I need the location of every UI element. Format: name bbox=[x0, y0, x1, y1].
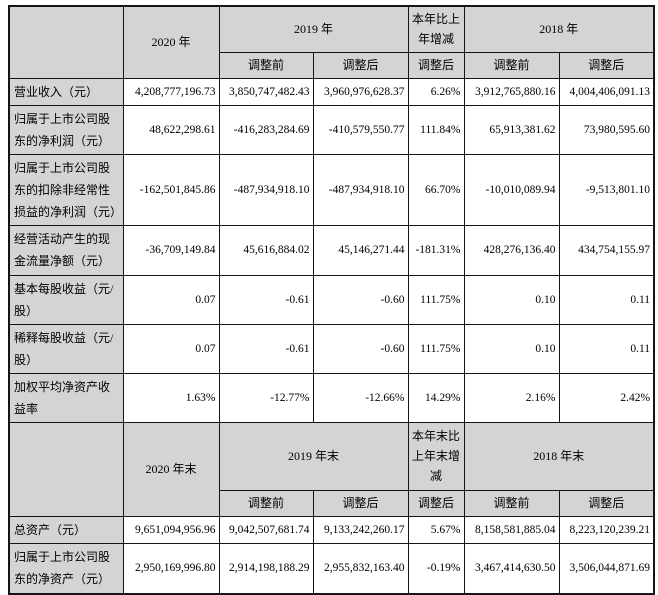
cell-2019-pre: -487,934,918.10 bbox=[218, 153, 314, 226]
cell-2018-post: 4,004,406,091.13 bbox=[558, 77, 655, 106]
cell-2020: 2,950,169,996.80 bbox=[122, 542, 220, 595]
table-row: 营业收入（元） 4,208,777,196.73 3,850,747,482.4… bbox=[8, 77, 655, 106]
cell-change: 6.26% bbox=[407, 77, 465, 106]
header-2019: 2019 年 bbox=[218, 5, 409, 53]
cell-change: 5.67% bbox=[407, 515, 465, 544]
section2-header-row: 2020 年末 2019 年末 本年末比上年末增减 2018 年末 bbox=[8, 421, 655, 517]
cell-change: 14.29% bbox=[407, 372, 465, 423]
cell-2018-pre: 65,913,381.62 bbox=[463, 104, 560, 155]
subheader-2019-post: 调整后 bbox=[312, 51, 409, 79]
row-label: 加权平均净资产收益率 bbox=[8, 372, 124, 423]
cell-2019-post: -0.60 bbox=[312, 274, 409, 325]
cell-change: 111.75% bbox=[407, 274, 465, 325]
row-label: 基本每股收益（元/股） bbox=[8, 274, 124, 325]
subheader-change-post: 调整后 bbox=[407, 51, 465, 79]
cell-change: 66.70% bbox=[407, 153, 465, 226]
header-2018: 2018 年 bbox=[463, 5, 655, 53]
row-label: 稀释每股收益（元/股） bbox=[8, 323, 124, 374]
cell-2018-pre: 8,158,581,885.04 bbox=[463, 515, 560, 544]
cell-2018-post: 0.11 bbox=[558, 323, 655, 374]
table-row: 稀释每股收益（元/股） 0.07 -0.61 -0.60 111.75% 0.1… bbox=[8, 323, 655, 374]
table-row: 基本每股收益（元/股） 0.07 -0.61 -0.60 111.75% 0.1… bbox=[8, 274, 655, 325]
header-2019-end: 2019 年末 bbox=[218, 421, 409, 491]
row-label: 总资产（元） bbox=[8, 515, 124, 544]
header-change: 本年比上年增减 bbox=[407, 5, 465, 53]
cell-2018-pre: 0.10 bbox=[463, 323, 560, 374]
header-2020-end: 2020 年末 bbox=[122, 421, 220, 517]
row-label: 归属于上市公司股东的净利润（元） bbox=[8, 104, 124, 155]
cell-2020: 0.07 bbox=[122, 323, 220, 374]
subheader-2018-post: 调整后 bbox=[558, 51, 655, 79]
cell-2020: 0.07 bbox=[122, 274, 220, 325]
header-blank bbox=[8, 421, 124, 517]
table-row: 加权平均净资产收益率 1.63% -12.77% -12.66% 14.29% … bbox=[8, 372, 655, 423]
row-label: 归属于上市公司股东的净资产（元） bbox=[8, 542, 124, 595]
cell-change: -0.19% bbox=[407, 542, 465, 595]
subheader-2018-post: 调整后 bbox=[558, 489, 655, 517]
cell-2018-post: -9,513,801.10 bbox=[558, 153, 655, 226]
cell-2018-post: 73,980,595.60 bbox=[558, 104, 655, 155]
cell-2020: 4,208,777,196.73 bbox=[122, 77, 220, 106]
cell-2019-post: -12.66% bbox=[312, 372, 409, 423]
subheader-2019-pre: 调整前 bbox=[218, 51, 314, 79]
cell-2019-pre: -416,283,284.69 bbox=[218, 104, 314, 155]
cell-2019-pre: -12.77% bbox=[218, 372, 314, 423]
cell-2019-pre: 45,616,884.02 bbox=[218, 224, 314, 276]
header-2018-end: 2018 年末 bbox=[463, 421, 655, 491]
cell-2020: 9,651,094,956.96 bbox=[122, 515, 220, 544]
header-change-end: 本年末比上年末增减 bbox=[407, 421, 465, 491]
header-blank bbox=[8, 5, 124, 79]
cell-2019-post: -410,579,550.77 bbox=[312, 104, 409, 155]
row-label: 经营活动产生的现金流量净额（元） bbox=[8, 224, 124, 276]
row-label: 归属于上市公司股东的扣除非经常性损益的净利润（元） bbox=[8, 153, 124, 226]
cell-2019-post: -0.60 bbox=[312, 323, 409, 374]
cell-2018-pre: 3,467,414,630.50 bbox=[463, 542, 560, 595]
cell-2019-pre: 3,850,747,482.43 bbox=[218, 77, 314, 106]
financial-summary-table: 2020 年 2019 年 本年比上年增减 2018 年 调整前 调整后 调整后… bbox=[8, 5, 656, 595]
subheader-change-post: 调整后 bbox=[407, 489, 465, 517]
cell-2018-pre: -10,010,089.94 bbox=[463, 153, 560, 226]
subheader-2019-post: 调整后 bbox=[312, 489, 409, 517]
cell-2018-post: 0.11 bbox=[558, 274, 655, 325]
table-row: 归属于上市公司股东的扣除非经常性损益的净利润（元） -162,501,845.8… bbox=[8, 153, 655, 226]
cell-2018-post: 2.42% bbox=[558, 372, 655, 423]
cell-2019-pre: 2,914,198,188.29 bbox=[218, 542, 314, 595]
cell-2018-post: 8,223,120,239.21 bbox=[558, 515, 655, 544]
cell-2020: 1.63% bbox=[122, 372, 220, 423]
subheader-2019-pre: 调整前 bbox=[218, 489, 314, 517]
header-2020: 2020 年 bbox=[122, 5, 220, 79]
cell-2018-pre: 3,912,765,880.16 bbox=[463, 77, 560, 106]
cell-2019-post: 2,955,832,163.40 bbox=[312, 542, 409, 595]
cell-change: 111.84% bbox=[407, 104, 465, 155]
cell-2019-post: -487,934,918.10 bbox=[312, 153, 409, 226]
table-row: 归属于上市公司股东的净利润（元） 48,622,298.61 -416,283,… bbox=[8, 104, 655, 155]
cell-2020: -162,501,845.86 bbox=[122, 153, 220, 226]
cell-2019-pre: -0.61 bbox=[218, 323, 314, 374]
cell-2020: 48,622,298.61 bbox=[122, 104, 220, 155]
cell-2018-post: 3,506,044,871.69 bbox=[558, 542, 655, 595]
table-row: 归属于上市公司股东的净资产（元） 2,950,169,996.80 2,914,… bbox=[8, 542, 655, 595]
section2-subheader-row: 调整前 调整后 调整后 调整前 调整后 bbox=[9, 489, 655, 517]
cell-change: -181.31% bbox=[407, 224, 465, 276]
cell-2019-pre: 9,042,507,681.74 bbox=[218, 515, 314, 544]
table-row: 经营活动产生的现金流量净额（元） -36,709,149.84 45,616,8… bbox=[8, 224, 655, 276]
cell-2019-post: 45,146,271.44 bbox=[312, 224, 409, 276]
row-label: 营业收入（元） bbox=[8, 77, 124, 106]
subheader-2018-pre: 调整前 bbox=[463, 489, 560, 517]
table-row: 总资产（元） 9,651,094,956.96 9,042,507,681.74… bbox=[8, 515, 655, 544]
cell-2020: -36,709,149.84 bbox=[122, 224, 220, 276]
cell-2018-pre: 428,276,136.40 bbox=[463, 224, 560, 276]
cell-2019-pre: -0.61 bbox=[218, 274, 314, 325]
cell-2018-pre: 0.10 bbox=[463, 274, 560, 325]
section1-header-row: 2020 年 2019 年 本年比上年增减 2018 年 bbox=[8, 5, 655, 79]
cell-2019-post: 9,133,242,260.17 bbox=[312, 515, 409, 544]
section1-subheader-row: 调整前 调整后 调整后 调整前 调整后 bbox=[9, 51, 655, 79]
subheader-2018-pre: 调整前 bbox=[463, 51, 560, 79]
cell-2018-post: 434,754,155.97 bbox=[558, 224, 655, 276]
cell-change: 111.75% bbox=[407, 323, 465, 374]
cell-2019-post: 3,960,976,628.37 bbox=[312, 77, 409, 106]
cell-2018-pre: 2.16% bbox=[463, 372, 560, 423]
